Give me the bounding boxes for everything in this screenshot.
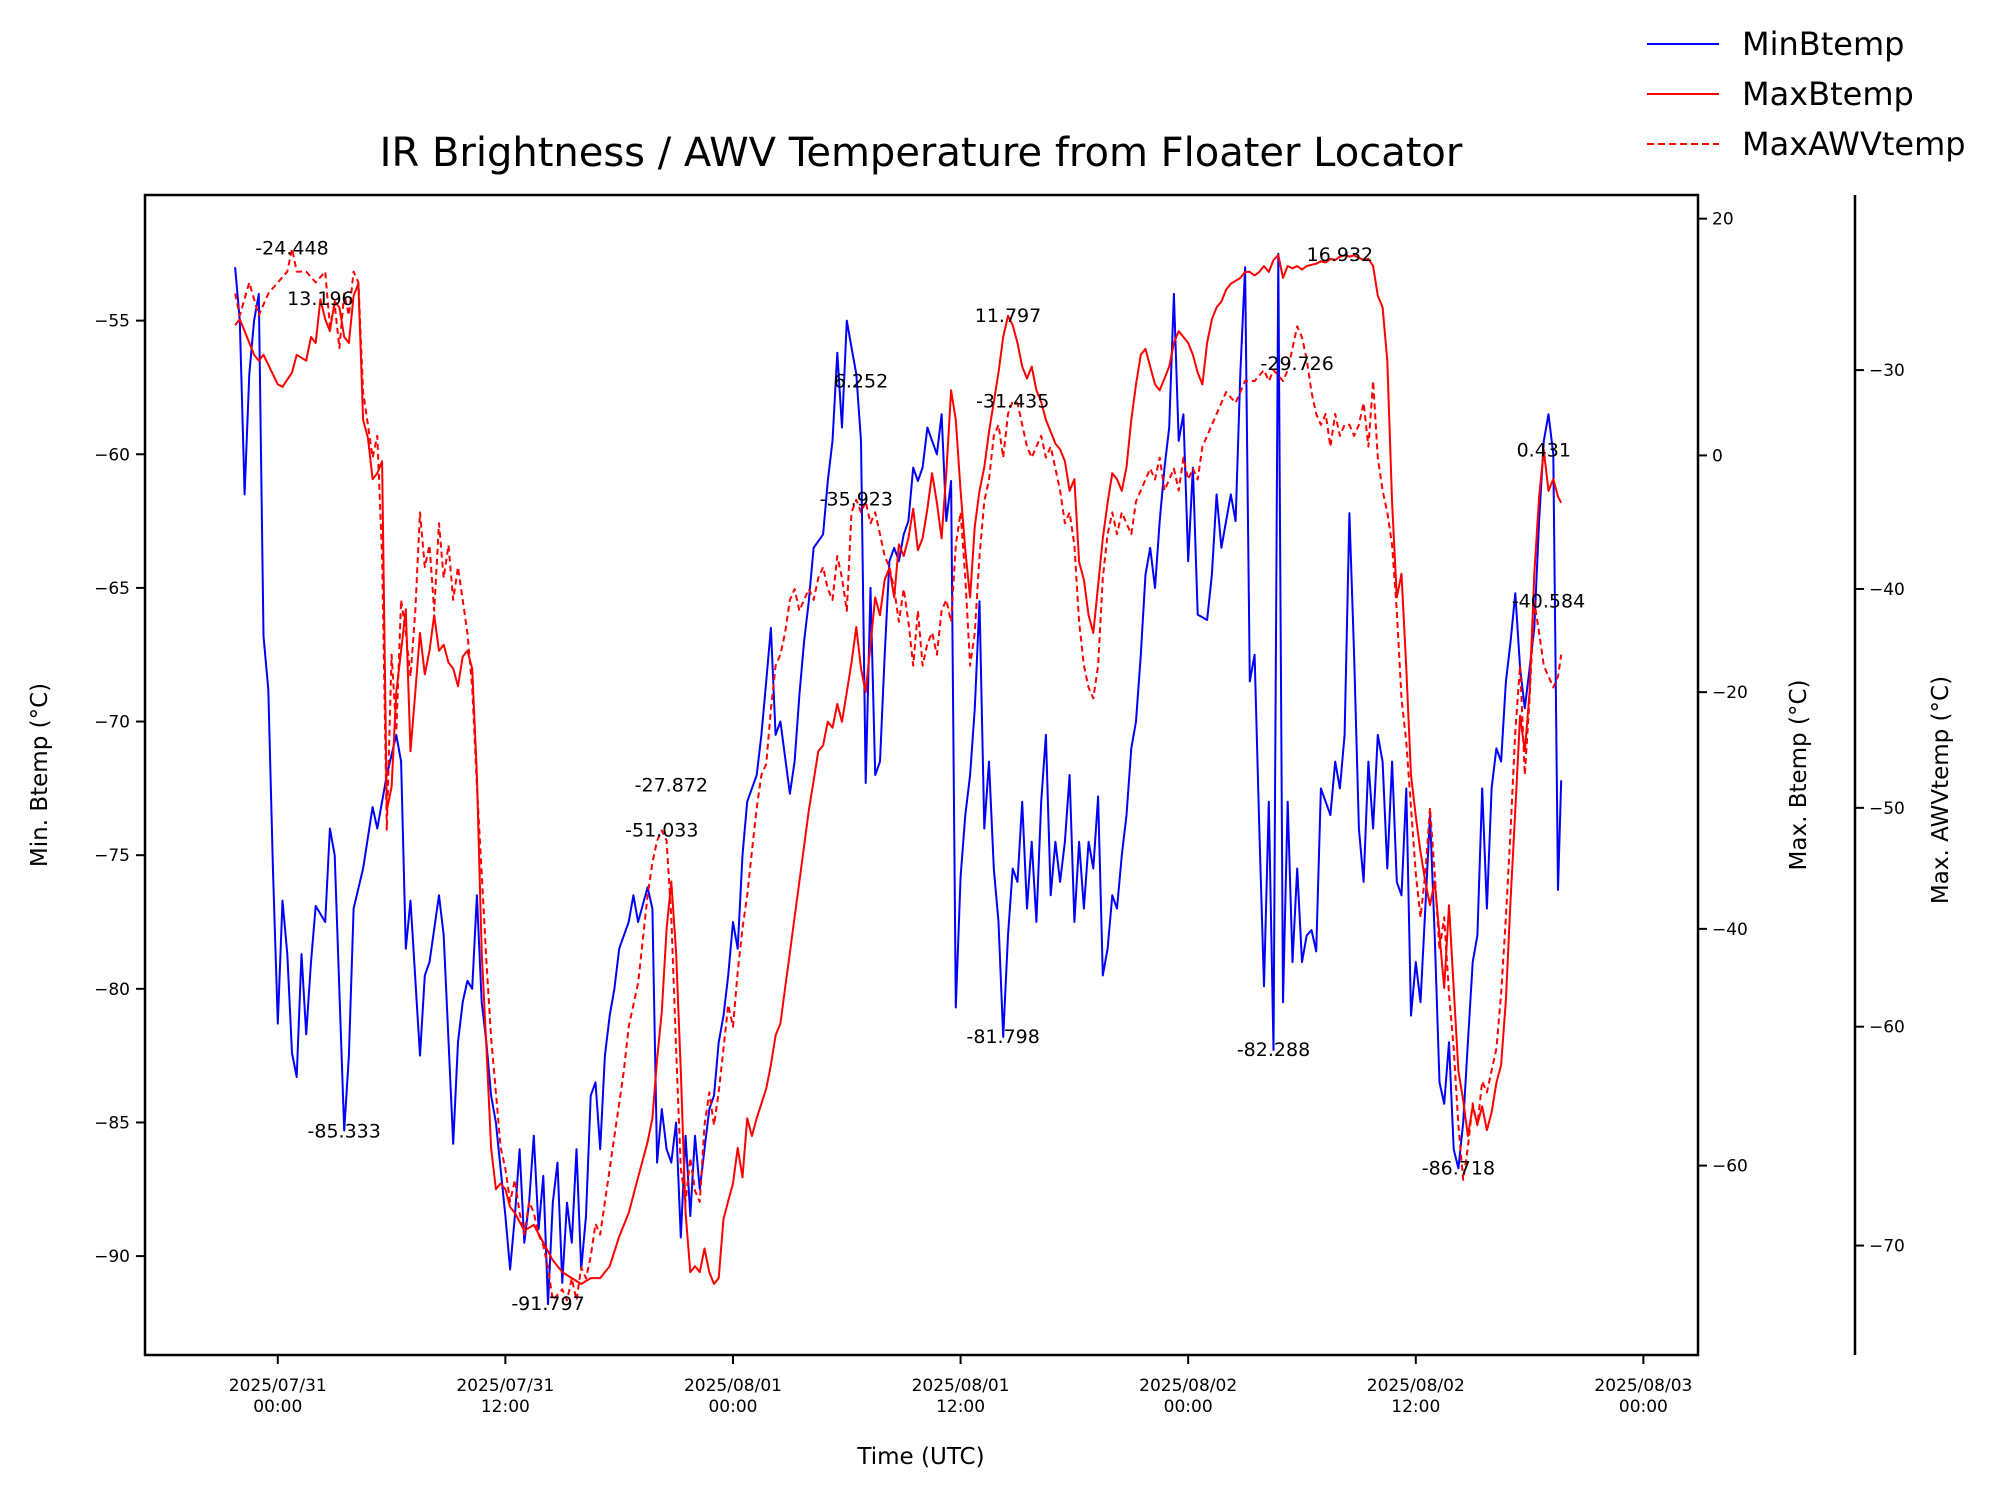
- far-right-y-tick-label: −70: [1869, 1237, 1905, 1257]
- left-y-axis: −90 −85 −80 −75 −70 −65 −60 −55: [94, 312, 145, 1267]
- left-y-tick-label: −75: [94, 846, 130, 866]
- x-tick-label-time: 12:00: [481, 1397, 530, 1417]
- right-y-tick-label: −60: [1712, 1157, 1748, 1177]
- left-y-tick-label: −55: [94, 312, 130, 332]
- x-tick-label-date: 2025/08/01: [912, 1376, 1010, 1396]
- left-y-tick-label: −85: [94, 1113, 130, 1133]
- annotation-label: 6.252: [834, 370, 888, 392]
- left-y-axis-label: Min. Btemp (°C): [27, 683, 53, 867]
- series-line-maxawvtemp: [234, 247, 1563, 1302]
- x-axis: 2025/07/3100:002025/07/3112:002025/08/01…: [229, 1355, 1692, 1417]
- annotation-label: -91.797: [511, 1293, 584, 1315]
- chart-title: IR Brightness / AWV Temperature from Flo…: [380, 130, 1463, 176]
- annotation-label: 13.196: [287, 288, 353, 310]
- legend-label-maxbtemp: MaxBtemp: [1742, 75, 1914, 113]
- x-tick-label-time: 00:00: [253, 1397, 302, 1417]
- x-axis-label: Time (UTC): [856, 1444, 984, 1470]
- annotation-label: -81.798: [967, 1026, 1040, 1048]
- left-y-tick-label: −60: [94, 445, 130, 465]
- plot-frame: [143, 193, 1700, 1357]
- x-tick-label-time: 00:00: [708, 1397, 757, 1417]
- annotation-label: 11.797: [975, 305, 1041, 327]
- annotation-label: -85.333: [308, 1120, 381, 1142]
- x-tick-label-date: 2025/08/02: [1367, 1376, 1465, 1396]
- annotation-layer: -24.448 13.196 -85.333 -91.797 -27.872 -51.03…: [255, 238, 1585, 1315]
- x-tick-label-date: 2025/07/31: [229, 1376, 327, 1396]
- far-right-y-tick-label: −60: [1869, 1018, 1905, 1038]
- far-right-y-tick-label: −30: [1869, 361, 1905, 381]
- x-tick-label-date: 2025/08/01: [684, 1376, 782, 1396]
- right-y-tick-label: −20: [1712, 683, 1748, 703]
- x-tick-label-date: 2025/08/02: [1139, 1376, 1237, 1396]
- far-right-y-axis-label: Max. AWVtemp (°C): [1928, 676, 1954, 904]
- annotation-label: -35.923: [820, 489, 893, 511]
- annotation-label: -40.584: [1512, 591, 1585, 613]
- x-tick-label-date: 2025/07/31: [456, 1376, 554, 1396]
- annotation-label: -82.288: [1237, 1039, 1310, 1061]
- annotation-label: -31.435: [976, 391, 1049, 413]
- left-y-tick-label: −65: [94, 579, 130, 599]
- right-y-tick-label: −40: [1712, 920, 1748, 940]
- series-line-maxbtemp: [234, 254, 1563, 1285]
- annotation-label: -27.872: [635, 774, 708, 796]
- legend: MinBtemp MaxBtemp MaxAWVtemp: [1647, 25, 1966, 163]
- x-tick-label-time: 00:00: [1164, 1397, 1213, 1417]
- x-tick-label-time: 00:00: [1619, 1397, 1668, 1417]
- left-y-tick-label: −70: [94, 713, 130, 733]
- x-tick-label-date: 2025/08/03: [1594, 1376, 1692, 1396]
- left-y-tick-label: −90: [94, 1247, 130, 1267]
- annotation-label: 16.932: [1307, 244, 1373, 266]
- annotation-label: -24.448: [255, 238, 328, 260]
- far-right-y-tick-label: −50: [1869, 799, 1905, 819]
- annotation-label: 0.431: [1517, 439, 1571, 461]
- x-tick-label-time: 12:00: [1391, 1397, 1440, 1417]
- right-y-axis-label: Max. Btemp (°C): [1786, 680, 1812, 871]
- left-y-tick-label: −80: [94, 980, 130, 1000]
- far-right-y-axis: −70 −60 −50 −40 −30: [1853, 195, 1905, 1355]
- annotation-label: -29.726: [1261, 353, 1334, 375]
- right-y-tick-label: 20: [1712, 210, 1734, 230]
- legend-label-maxawvtemp: MaxAWVtemp: [1742, 125, 1966, 163]
- series-layer: [234, 247, 1563, 1306]
- x-tick-label-time: 12:00: [936, 1397, 985, 1417]
- annotation-label: -51.033: [625, 819, 698, 841]
- right-y-axis: −60 −40 −20 0 20: [1698, 210, 1748, 1177]
- far-right-y-tick-label: −40: [1869, 580, 1905, 600]
- right-y-tick-label: 0: [1712, 446, 1723, 466]
- legend-label-minbtemp: MinBtemp: [1742, 25, 1904, 63]
- annotation-label: -86.718: [1422, 1157, 1495, 1179]
